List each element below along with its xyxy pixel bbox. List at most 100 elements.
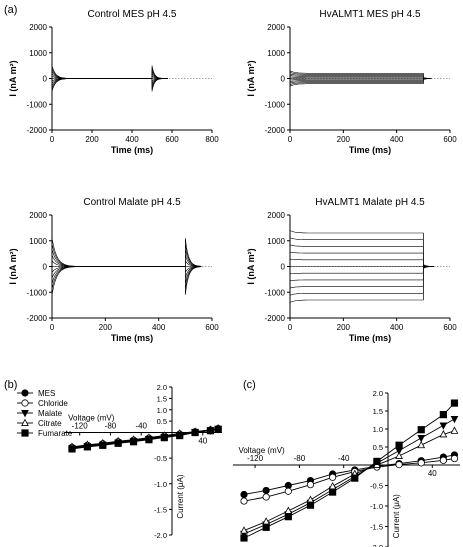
x-tick-label: 40 [428, 469, 437, 478]
current-trace [51, 68, 168, 79]
current-trace [289, 264, 434, 289]
y-tick-label: 1000 [29, 237, 47, 246]
current-trace [51, 255, 202, 267]
x-tick-label: -80 [105, 422, 117, 431]
x-tick-label: 200 [337, 135, 351, 144]
y-tick-label: -1000 [27, 288, 48, 297]
x-tick-label: 200 [99, 323, 113, 332]
data-point-open-triangle [417, 440, 426, 449]
y-axis-label: Current (μA) [176, 474, 185, 519]
y-tick-label: 2000 [29, 23, 47, 32]
data-point-filled-square [284, 513, 292, 521]
current-trace [289, 77, 432, 87]
current-trace [51, 78, 168, 85]
current-trace [51, 72, 168, 79]
trace-chart-hvalmt1-mes: HvALMT1 MES pH 4.5 -2000 -1000 0 1000 2000 0 20… [246, 9, 457, 155]
data-point-filled-square [68, 445, 76, 453]
data-point-filled-triangle [417, 435, 426, 443]
y-tick-label: 0 [281, 263, 286, 272]
current-trace [51, 243, 202, 267]
y-axis-label: Current (μA) [392, 494, 401, 539]
current-trace [51, 238, 202, 267]
y-tick-label: 1.0 [373, 425, 383, 434]
data-point-open-triangle [240, 526, 248, 534]
y-tick-label: -2.0 [370, 543, 383, 547]
current-trace [289, 237, 434, 269]
current-trace [51, 266, 202, 274]
y-tick-label: -2.0 [154, 531, 167, 540]
data-point-filled-square [395, 441, 403, 449]
current-trace [51, 259, 202, 267]
current-trace [51, 249, 202, 267]
data-point-filled-square [206, 427, 215, 435]
data-point-filled-square [351, 474, 359, 482]
data-point-open-triangle [450, 426, 459, 434]
y-tick-label: -1000 [265, 288, 286, 297]
data-point-open-circle [240, 497, 248, 505]
data-point-open-circle [417, 459, 425, 467]
data-point-filled-square [114, 439, 122, 447]
current-trace [51, 266, 202, 295]
x-tick-label: 600 [165, 135, 179, 144]
current-trace [51, 78, 168, 92]
y-tick-label: 0 [43, 263, 48, 272]
data-point-filled-square [129, 438, 138, 446]
x-axis-label: Time (ms) [111, 333, 153, 343]
current-trace [51, 266, 202, 278]
y-tick-label: 1000 [267, 49, 285, 58]
x-tick-label: -120 [72, 422, 89, 431]
data-point-open-triangle [328, 481, 337, 490]
y-tick-label: -1.0 [154, 480, 167, 489]
y-tick-label: -1.5 [154, 505, 167, 514]
current-trace [289, 258, 434, 268]
data-point-open-circle [395, 461, 403, 469]
y-tick-label: -2000 [27, 314, 48, 323]
current-trace [289, 263, 434, 304]
current-trace [289, 70, 432, 80]
data-point-open-triangle [395, 451, 403, 459]
y-tick-label: 1.5 [373, 407, 383, 416]
x-tick-label: -80 [294, 454, 306, 463]
chart-title: Control Malate pH 4.5 [83, 197, 181, 208]
data-point-open-triangle [21, 418, 29, 426]
data-point-open-triangle [306, 495, 315, 503]
y-axis-label: I (nA m²) [246, 248, 256, 284]
data-point-filled-circle [240, 490, 248, 499]
y-tick-label: -0.5 [154, 454, 167, 463]
data-point-filled-square [160, 434, 168, 442]
iv-chart-hvalmt1: -120 -80 -40 40 2.0 1.5 1.0 0.5 -0.5 -1.0 -1.5 -2.0… [232, 389, 460, 547]
current-trace [51, 78, 168, 87]
y-tick-label: -1.5 [370, 523, 383, 532]
current-trace [289, 77, 432, 84]
current-trace [51, 70, 168, 79]
panel-letter-a: (a) [4, 4, 17, 16]
y-tick-label: 2.0 [157, 383, 167, 392]
data-point-open-circle [21, 399, 29, 407]
x-tick-label: 800 [205, 135, 219, 144]
y-axis-label: I (nA m²) [8, 60, 18, 96]
data-point-filled-square [145, 436, 153, 444]
y-tick-label: -1000 [265, 100, 286, 109]
data-point-filled-square [329, 488, 337, 496]
x-tick-label: -120 [247, 454, 264, 463]
legend-label: MES [38, 389, 55, 398]
data-point-filled-square [83, 443, 91, 451]
x-tick-label: 600 [443, 323, 457, 332]
x-axis-label: Voltage (mV) [68, 414, 115, 423]
data-point-filled-square [439, 410, 447, 419]
current-trace [51, 266, 202, 284]
data-point-filled-triangle [450, 415, 459, 424]
data-point-open-triangle [439, 430, 448, 438]
data-point-open-triangle [284, 506, 293, 514]
data-point-filled-square [191, 428, 199, 437]
current-trace [289, 78, 432, 81]
current-trace [289, 75, 432, 80]
data-point-open-circle [439, 456, 447, 464]
x-tick-label: -40 [135, 422, 147, 431]
panel-letter-c: (c) [243, 379, 256, 391]
x-tick-label: 400 [152, 323, 166, 332]
data-point-filled-square [306, 501, 315, 509]
data-point-open-triangle [262, 517, 271, 525]
current-trace [289, 77, 432, 86]
